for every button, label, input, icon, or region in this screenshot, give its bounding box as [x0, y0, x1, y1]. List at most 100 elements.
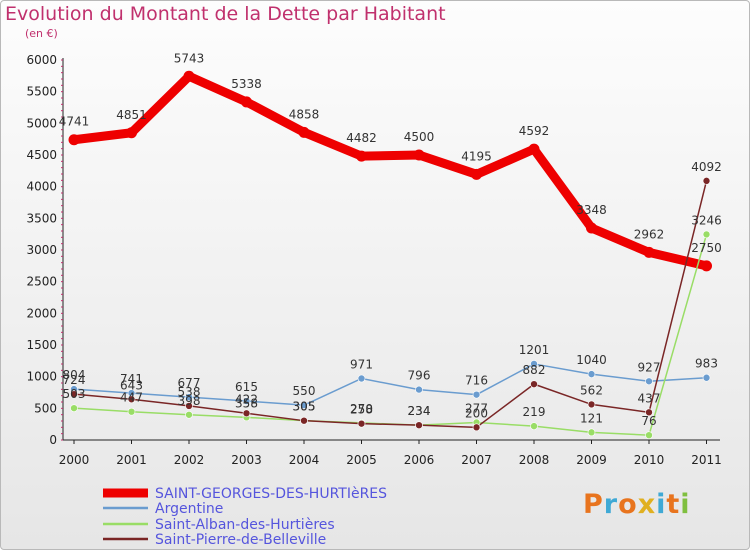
data-label: 4741 [59, 115, 90, 129]
data-point [356, 150, 367, 162]
data-label: 1201 [519, 343, 550, 357]
data-label: 219 [523, 405, 546, 419]
data-point [472, 390, 481, 399]
data-point [530, 422, 538, 430]
y-tick-label: 5500 [26, 85, 57, 99]
data-point [127, 407, 136, 416]
y-tick-label: 4500 [26, 148, 57, 162]
data-label: 4851 [116, 108, 147, 122]
data-label: 234 [408, 404, 431, 418]
logo-letter: r [603, 489, 619, 520]
data-label: 4858 [289, 107, 320, 121]
logo-letter: x [637, 489, 657, 520]
logo-letter: i [680, 489, 691, 520]
data-point [587, 400, 596, 409]
data-label: 927 [638, 360, 661, 374]
legend-label: Argentine [155, 501, 223, 517]
data-label: 270 [350, 402, 373, 416]
data-label: 716 [465, 374, 488, 388]
data-label: 2962 [634, 227, 665, 241]
series-line-2 [73, 233, 708, 436]
data-label: 305 [293, 400, 316, 414]
data-label: 724 [63, 373, 86, 387]
data-point [701, 260, 712, 272]
data-point [357, 419, 366, 428]
data-label: 398 [178, 394, 201, 408]
data-label: 121 [580, 411, 603, 425]
data-point [183, 70, 195, 82]
data-label: 615 [235, 380, 258, 394]
x-tick-label: 2006 [404, 453, 435, 467]
data-label: 2750 [691, 241, 722, 255]
data-label: 1040 [576, 353, 607, 367]
legend-label: SAINT-GEORGES-DES-HURTIèRES [155, 486, 387, 502]
logo-letter: t [666, 489, 681, 520]
data-point [528, 143, 540, 155]
data-label: 538 [178, 385, 201, 399]
data-label: 4592 [519, 124, 550, 138]
data-label: 503 [63, 387, 86, 401]
data-point [126, 127, 137, 139]
data-label: 804 [63, 368, 86, 382]
data-point [586, 222, 597, 234]
logo-letter: o [618, 489, 638, 520]
data-point [702, 230, 711, 239]
data-point [645, 408, 653, 417]
data-label: 4195 [461, 149, 492, 163]
data-label: 76 [641, 414, 656, 428]
data-point [298, 126, 310, 138]
data-point [242, 409, 251, 418]
data-label: 358 [235, 396, 258, 410]
data-label: 550 [293, 384, 316, 398]
proxiti-logo: Proxiti [583, 489, 691, 520]
logo-letter: P [583, 489, 604, 520]
data-point [70, 390, 78, 398]
data-point [415, 385, 423, 394]
logo-letter: i [656, 489, 667, 520]
data-point [357, 374, 366, 383]
data-point [300, 416, 308, 425]
y-tick-label: 4000 [26, 180, 57, 194]
x-tick-label: 2003 [231, 453, 262, 467]
data-label: 882 [523, 363, 546, 377]
data-point [643, 246, 655, 258]
data-point [185, 410, 193, 419]
data-point [415, 421, 423, 429]
data-label: 677 [178, 376, 201, 390]
data-point [185, 393, 193, 401]
data-point [472, 423, 481, 432]
data-label: 5338 [231, 77, 262, 91]
y-tick-label: 500 [34, 401, 57, 415]
data-point [127, 395, 136, 404]
data-label: 562 [580, 383, 603, 397]
data-label: 422 [235, 392, 258, 406]
data-label: 4500 [404, 130, 435, 144]
legend-label: Saint-Pierre-de-Belleville [155, 532, 326, 548]
data-point [413, 149, 425, 161]
data-label: 3246 [691, 213, 722, 227]
y-tick-label: 6000 [26, 53, 57, 67]
x-tick-label: 2008 [519, 453, 550, 467]
data-label: 741 [120, 372, 143, 386]
chart-subtitle: (en €) [25, 27, 58, 40]
data-point [241, 96, 252, 108]
x-tick-label: 2005 [346, 453, 377, 467]
data-label: 4482 [346, 131, 377, 145]
data-label: 200 [465, 406, 488, 420]
x-tick-label: 2004 [289, 453, 320, 467]
chart-title: Evolution du Montant de la Dette par Hab… [5, 3, 446, 25]
data-point [300, 401, 308, 409]
y-tick-label: 5000 [26, 116, 57, 130]
x-tick-label: 2002 [174, 453, 205, 467]
y-tick-label: 1000 [26, 370, 57, 384]
data-point [530, 380, 538, 388]
data-label: 643 [120, 378, 143, 392]
x-tick-label: 2001 [116, 453, 147, 467]
data-label: 4092 [691, 160, 722, 174]
data-point [471, 168, 482, 180]
data-label: 437 [638, 391, 661, 405]
x-tick-label: 2000 [59, 453, 90, 467]
data-point [185, 402, 193, 410]
